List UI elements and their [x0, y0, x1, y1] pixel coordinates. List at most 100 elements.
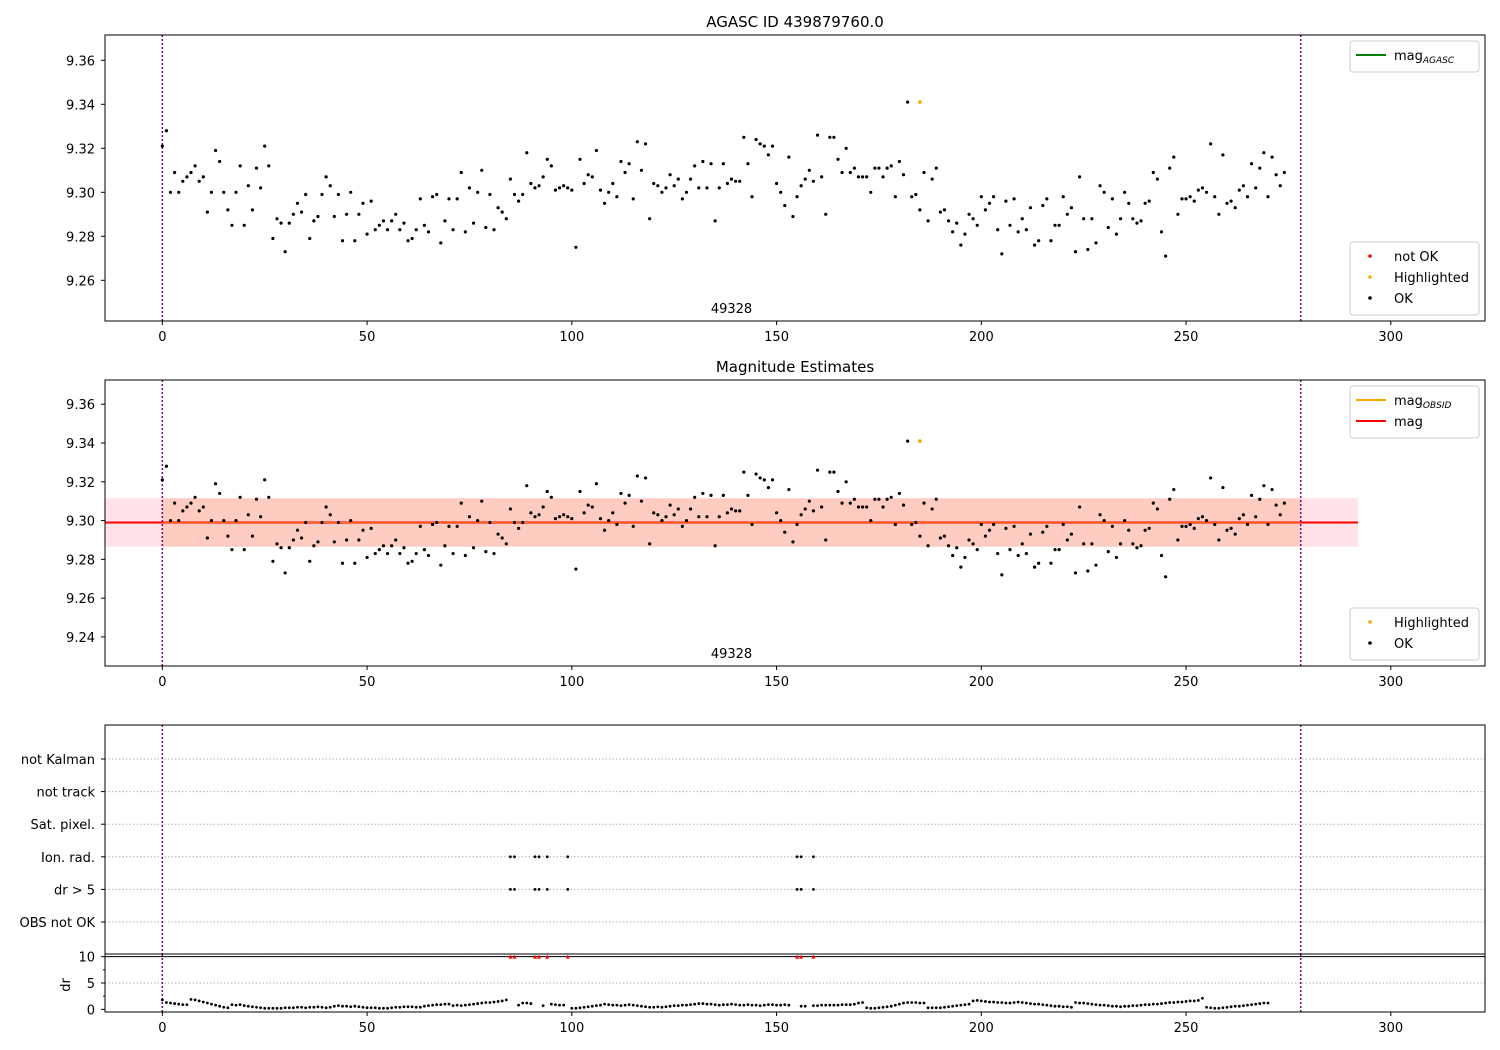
top-ok-point	[1069, 206, 1074, 210]
mid-ok-point	[996, 551, 1000, 556]
dr-point	[705, 1002, 709, 1006]
mid-ok-point	[480, 499, 484, 503]
mid-ok-point	[422, 548, 427, 552]
top-x-tick-label: 250	[1174, 330, 1199, 345]
top-ok-point	[664, 186, 668, 190]
mid-ok-point	[287, 546, 291, 550]
top-ok-point	[271, 236, 275, 241]
dr-point	[1258, 1002, 1262, 1005]
mid-ok-point	[447, 524, 451, 528]
top-obsid-label: 49328	[711, 302, 752, 317]
mid-ok-point	[643, 476, 648, 480]
mid-ok-point	[1118, 542, 1123, 546]
dr-point	[554, 1003, 557, 1007]
top-lower-legend-label: OK	[1394, 292, 1413, 307]
top-ok-point	[717, 186, 721, 190]
dr-point	[439, 1003, 443, 1007]
dr-point	[1074, 1001, 1077, 1004]
dr-point	[443, 1002, 447, 1006]
mid-ok-point	[955, 546, 959, 550]
mid-ok-point	[1106, 550, 1110, 554]
top-ok-point	[283, 250, 287, 254]
mid-ok-point	[815, 468, 820, 472]
dr-point	[263, 1006, 267, 1010]
top-ok-point	[623, 170, 627, 175]
top-ok-point	[1192, 199, 1196, 203]
mid-ok-point	[455, 524, 459, 528]
mid-ok-point	[717, 515, 721, 519]
dr-point	[623, 1003, 627, 1007]
top-ok-point	[1209, 142, 1213, 146]
mid-ok-point	[242, 548, 246, 552]
top-y-tick-label: 9.32	[66, 142, 95, 157]
top-ok-point	[1082, 217, 1086, 221]
mid-ok-point	[259, 515, 263, 519]
dr-point	[730, 1002, 733, 1006]
top-lower-legend-dot-swatch	[1368, 254, 1372, 258]
dr-capped-marker	[565, 954, 570, 959]
dr-point	[644, 1005, 647, 1009]
top-x-tick-label: 300	[1378, 330, 1403, 345]
top-ok-point	[1114, 232, 1119, 236]
mid-ok-point	[181, 509, 185, 513]
mid-ok-point	[754, 472, 758, 476]
dr-point	[1004, 1001, 1008, 1005]
top-ok-point	[619, 159, 623, 164]
top-chart-title: AGASC ID 439879760.0	[706, 13, 884, 31]
top-ok-point	[1000, 252, 1004, 256]
dr-point	[1098, 1003, 1102, 1007]
dr-point	[689, 1003, 692, 1007]
flag-point	[533, 855, 537, 859]
mid-ok-point	[983, 534, 988, 538]
dr-point	[1205, 1005, 1208, 1009]
dr-x-tick-label: 200	[969, 1021, 994, 1036]
top-ok-point	[746, 162, 750, 166]
dr-point	[1041, 1003, 1045, 1007]
top-ok-point	[213, 148, 218, 153]
top-ok-point	[484, 225, 488, 230]
mid-ok-point	[1032, 565, 1037, 569]
mid-ok-point	[1008, 548, 1012, 552]
top-ok-point	[709, 162, 713, 166]
top-ok-point	[860, 175, 865, 179]
dr-point	[631, 1003, 635, 1007]
dr-point	[328, 1005, 332, 1009]
mid-ok-point	[1143, 528, 1147, 532]
mid-ok-point	[1094, 563, 1098, 567]
top-ok-point	[725, 181, 730, 186]
dr-point	[865, 1006, 869, 1010]
top-ok-point	[291, 212, 295, 216]
top-ok-point	[537, 184, 541, 188]
dr-point	[738, 1003, 742, 1007]
dr-point	[848, 1003, 852, 1007]
mid-ok-point	[234, 518, 238, 523]
dr-point	[558, 1003, 561, 1007]
dr-point	[447, 1002, 451, 1006]
top-ok-point	[205, 210, 209, 214]
mid-ok-point	[901, 503, 906, 507]
mid-ok-point	[459, 501, 463, 505]
dr-point	[1176, 1000, 1180, 1004]
mid-ok-point	[1188, 522, 1192, 527]
top-ok-point	[1016, 230, 1020, 234]
dr-point	[574, 1006, 578, 1010]
mid-ok-point	[967, 538, 971, 542]
mid-lower-legend-label: Highlighted	[1394, 616, 1469, 631]
dr-point	[1070, 1005, 1073, 1009]
flag-label: not track	[36, 786, 95, 801]
mid-ok-point	[697, 515, 701, 519]
dr-point	[414, 1005, 418, 1009]
top-ok-point	[811, 179, 816, 183]
top-ok-point	[1270, 155, 1274, 159]
top-ok-point	[234, 190, 238, 194]
top-ok-point	[922, 170, 926, 175]
mid-ok-point	[860, 505, 865, 509]
top-ok-point	[598, 188, 603, 192]
dr-point	[431, 1003, 434, 1007]
dr-point	[906, 1001, 910, 1004]
mid-ok-point	[750, 522, 754, 527]
mid-ok-point	[1241, 513, 1245, 517]
mid-ok-point	[820, 505, 824, 509]
top-ok-point	[562, 184, 566, 188]
dr-point	[210, 1002, 213, 1006]
